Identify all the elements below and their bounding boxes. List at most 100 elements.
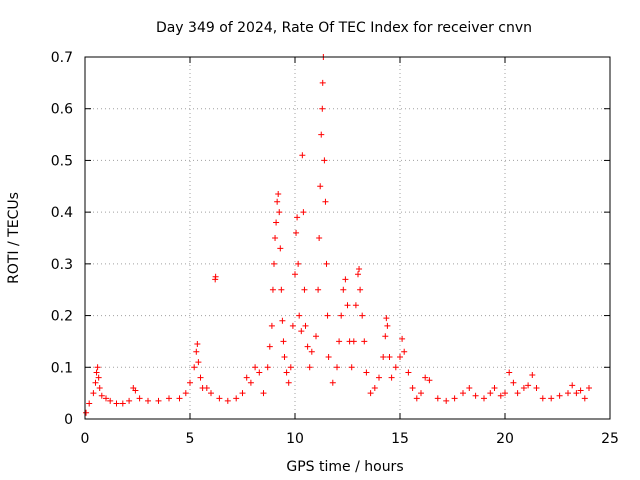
x-tick-label: 20 bbox=[496, 431, 514, 447]
data-point bbox=[317, 183, 324, 190]
data-point bbox=[466, 384, 473, 391]
data-point bbox=[132, 387, 139, 394]
data-point bbox=[514, 390, 521, 397]
y-tick-label: 0 bbox=[64, 412, 73, 428]
data-point bbox=[510, 379, 517, 386]
data-point bbox=[340, 286, 347, 293]
data-point bbox=[155, 397, 162, 404]
data-point bbox=[573, 390, 580, 397]
data-point bbox=[292, 271, 298, 278]
data-point bbox=[506, 369, 513, 376]
data-point bbox=[336, 338, 343, 345]
data-point bbox=[195, 359, 202, 366]
data-point bbox=[126, 397, 133, 404]
y-tick-label: 0.4 bbox=[51, 205, 73, 221]
data-point bbox=[405, 369, 412, 376]
y-axis-label: ROTI / TECUs bbox=[6, 192, 22, 284]
data-point bbox=[103, 395, 109, 402]
y-tick-label: 0.6 bbox=[51, 102, 73, 118]
y-tick-label: 0.3 bbox=[51, 257, 73, 273]
data-point bbox=[90, 390, 97, 397]
y-tick-label: 0.7 bbox=[51, 50, 73, 66]
data-point bbox=[93, 369, 100, 376]
data-point bbox=[119, 400, 126, 407]
data-point bbox=[300, 209, 307, 216]
data-point bbox=[451, 395, 458, 402]
data-point bbox=[383, 315, 390, 322]
y-tick-label: 0.1 bbox=[51, 360, 73, 376]
data-point bbox=[256, 369, 263, 376]
data-point bbox=[92, 379, 99, 386]
data-point bbox=[279, 317, 286, 324]
data-point bbox=[363, 369, 370, 376]
data-point bbox=[497, 392, 504, 399]
data-point bbox=[529, 372, 536, 379]
data-point bbox=[565, 390, 571, 397]
x-tick-label: 5 bbox=[186, 431, 195, 447]
data-point bbox=[434, 395, 441, 402]
x-tick-label: 15 bbox=[391, 431, 409, 447]
data-point bbox=[83, 409, 90, 416]
data-point bbox=[329, 379, 336, 386]
axis-ticks: 0 5 10 15 20 25 0 0.1 0.2 0.3 0.4 0.5 0.6 0.7 bbox=[51, 50, 619, 447]
data-point bbox=[409, 384, 416, 391]
data-point bbox=[280, 338, 287, 345]
data-point bbox=[96, 384, 103, 391]
data-point bbox=[247, 379, 254, 386]
data-point bbox=[295, 260, 302, 267]
data-point bbox=[418, 390, 424, 397]
data-point bbox=[384, 322, 391, 329]
data-point bbox=[386, 353, 393, 360]
data-point bbox=[533, 384, 540, 391]
data-point bbox=[296, 312, 303, 319]
data-point bbox=[289, 322, 296, 329]
data-point bbox=[136, 395, 143, 402]
data-point bbox=[342, 276, 349, 283]
data-point bbox=[502, 390, 508, 397]
data-point bbox=[294, 214, 301, 221]
data-point bbox=[556, 392, 563, 399]
data-point bbox=[313, 333, 319, 340]
data-point bbox=[350, 338, 357, 345]
gridlines bbox=[85, 57, 610, 419]
data-point bbox=[276, 209, 283, 216]
data-point bbox=[283, 369, 290, 376]
data-point bbox=[316, 235, 323, 241]
data-point bbox=[113, 400, 120, 407]
data-point bbox=[272, 235, 279, 241]
x-tick-label: 10 bbox=[286, 431, 304, 447]
data-point bbox=[299, 152, 306, 159]
data-point bbox=[319, 79, 326, 86]
x-tick-label: 25 bbox=[601, 431, 619, 447]
data-point bbox=[322, 198, 329, 205]
data-point bbox=[107, 397, 114, 404]
data-point bbox=[271, 260, 277, 267]
data-point bbox=[388, 374, 395, 381]
data-point bbox=[216, 395, 223, 402]
data-point bbox=[460, 390, 466, 397]
data-point bbox=[193, 348, 200, 355]
data-point bbox=[308, 348, 315, 355]
data-point bbox=[324, 312, 331, 319]
data-points bbox=[83, 54, 592, 416]
data-point bbox=[287, 364, 294, 371]
data-point bbox=[194, 341, 201, 348]
data-point bbox=[268, 322, 275, 329]
data-point bbox=[380, 353, 387, 360]
data-point bbox=[191, 364, 198, 371]
data-point bbox=[187, 379, 193, 386]
data-point bbox=[302, 322, 309, 329]
data-point bbox=[260, 390, 267, 397]
data-point bbox=[319, 105, 326, 112]
data-point bbox=[95, 374, 102, 381]
data-point bbox=[355, 271, 361, 278]
data-point bbox=[325, 353, 332, 360]
data-point bbox=[356, 266, 363, 273]
data-point bbox=[243, 374, 250, 381]
data-point bbox=[277, 245, 284, 252]
data-point bbox=[145, 397, 151, 404]
data-point bbox=[285, 379, 292, 386]
data-point bbox=[371, 384, 378, 391]
